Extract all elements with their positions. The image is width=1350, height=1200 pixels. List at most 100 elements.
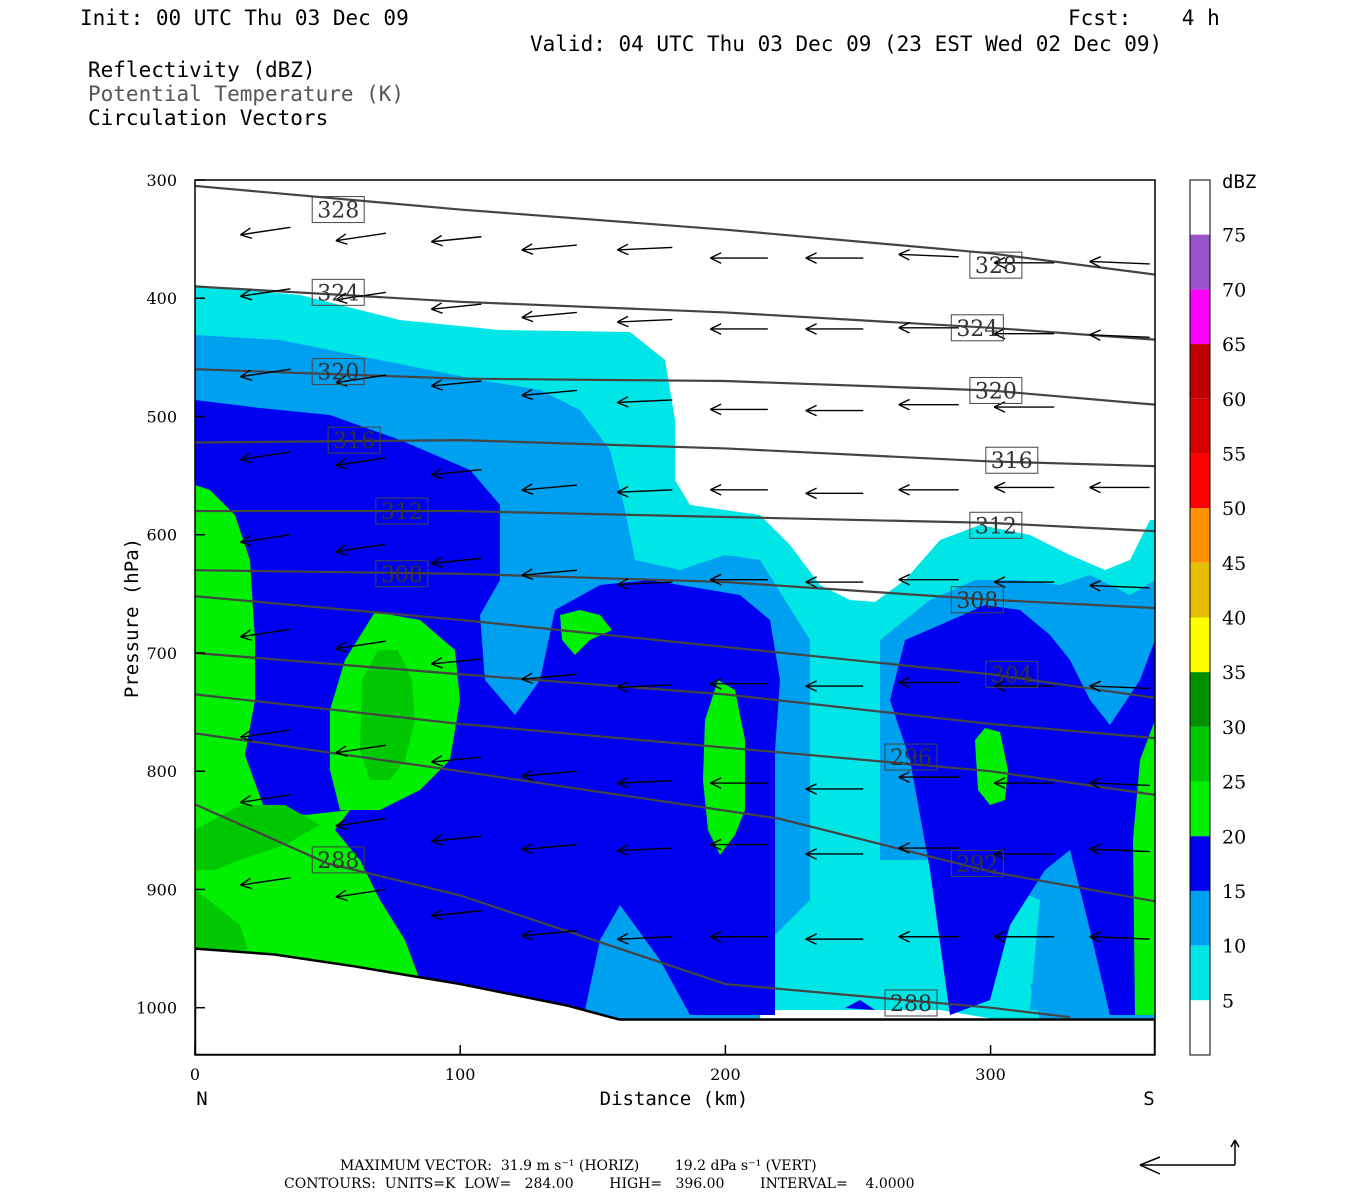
colorbar-label: 5: [1222, 990, 1234, 1012]
theta-contour-296: [195, 693, 1155, 796]
colorbar-label: 60: [1222, 389, 1246, 411]
theta-contour-labels: 328 328 324 324 320 320 316 316 312 312 308 308 304 2…: [311, 196, 1039, 1017]
circulation-vector: [1089, 580, 1150, 592]
svg-text:328: 328: [317, 199, 359, 224]
circulation-vector: [805, 848, 864, 860]
circulation-vector: [898, 483, 959, 496]
circulation-vector: [335, 232, 387, 245]
forecast-hour: Fcst: 4 h: [1068, 6, 1220, 30]
theta-contour-label-288: 288: [884, 989, 938, 1017]
circulation-vector: [993, 256, 1055, 269]
y-tick-label: 500: [146, 407, 177, 426]
circulation-vector: [521, 842, 577, 855]
y-tick-label: 900: [146, 880, 177, 899]
circulation-vector: [993, 401, 1055, 413]
theta-contour-label-328: 328: [969, 251, 1023, 279]
theta-contour-304: [195, 595, 1155, 699]
colorbar-title: dBZ: [1222, 171, 1256, 193]
circulation-vector: [240, 368, 291, 381]
svg-text:304: 304: [991, 663, 1033, 688]
y-tick-label: 700: [146, 644, 177, 663]
y-tick-label: 800: [146, 762, 177, 781]
colorbar-label: 25: [1222, 772, 1246, 794]
circulation-vector: [1089, 256, 1150, 268]
colorbar-label: 40: [1222, 608, 1246, 630]
colorbar-label: 70: [1222, 279, 1246, 301]
terrain-surface: [195, 947, 1155, 1055]
theta-contour-label-296: 296: [884, 743, 938, 771]
circulation-vector: [431, 467, 482, 480]
circulation-vector: [521, 243, 577, 255]
colorbar-frame: [1189, 179, 1211, 1056]
circulation-vector: [898, 398, 959, 411]
circulation-vector: [617, 932, 673, 945]
init-time: Init: 00 UTC Thu 03 Dec 09: [80, 6, 409, 30]
colorbar-label: 45: [1222, 553, 1246, 575]
y-tick-label: 1000: [136, 999, 177, 1018]
circulation-vector: [431, 234, 482, 247]
circulation-vector: [1089, 329, 1150, 342]
circulation-vector: [898, 321, 959, 334]
max-vector-note: MAXIMUM VECTOR: 31.9 m s⁻¹ (HORIZ) 19.2 …: [340, 1158, 817, 1174]
y-tick-label: 300: [146, 171, 177, 190]
theta-contour-label-324: 324: [311, 278, 365, 306]
circulation-vector: [805, 933, 864, 945]
field-label-reflectivity: Reflectivity (dBZ): [88, 58, 316, 82]
circulation-vector: [710, 677, 768, 690]
x-end-label-left: N: [196, 1088, 207, 1110]
circulation-vector: [431, 556, 482, 569]
circulation-vector: [431, 379, 482, 391]
circulation-vector: [240, 729, 291, 742]
circulation-vector: [898, 842, 959, 854]
colorbar-swatch: [1190, 945, 1210, 1001]
circulation-vector: [431, 657, 482, 669]
circulation-vector: [710, 777, 768, 789]
circulation-vector: [240, 451, 291, 464]
x-end-label-right: S: [1143, 1088, 1154, 1110]
colorbar-swatch: [1190, 1000, 1210, 1055]
colorbar: 75 70 65 60 55 50 45 40 35 30 25 20 15 10 5: [1189, 179, 1246, 1056]
y-tick-label: 400: [146, 289, 177, 308]
circulation-vector: [617, 243, 673, 256]
svg-text:288: 288: [890, 992, 932, 1017]
circulation-vector: [993, 930, 1055, 943]
circulation-vector: [335, 457, 387, 470]
y-axis-label: Pressure (hPa): [121, 538, 143, 698]
circulation-vector: [1089, 481, 1150, 494]
circulation-vector: [521, 929, 577, 941]
theta-contour-label-320: 320: [311, 358, 365, 386]
theta-contour-label-312: 312: [969, 511, 1023, 539]
circulation-vector: [898, 248, 959, 261]
circulation-vector: [805, 404, 864, 417]
x-tick-label: 100: [445, 1065, 476, 1084]
circulation-vector: [617, 776, 673, 789]
colorbar-label: 55: [1222, 443, 1246, 465]
svg-text:308: 308: [381, 563, 423, 588]
valid-time: Valid: 04 UTC Thu 03 Dec 09 (23 EST Wed …: [530, 32, 1163, 56]
colorbar-swatch: [1190, 836, 1210, 891]
circulation-vector: [805, 487, 864, 500]
circulation-vector: [521, 388, 577, 401]
colorbar-swatch: [1190, 508, 1210, 563]
circulation-vector: [431, 908, 482, 921]
dbz-25-region: [195, 650, 415, 950]
colorbar-label: 10: [1222, 936, 1246, 958]
circulation-vector: [431, 834, 482, 847]
circulation-vector: [898, 930, 959, 943]
circulation-vector: [240, 628, 291, 642]
theta-contour-label-304: 304: [985, 660, 1039, 688]
theta-contour-308: [195, 569, 1155, 610]
circulation-vector: [521, 672, 577, 685]
colorbar-label: 35: [1222, 662, 1246, 684]
theta-contour-316: [195, 439, 1155, 468]
circulation-vector: [898, 676, 959, 689]
circulation-vector: [617, 844, 673, 856]
svg-text:320: 320: [317, 361, 359, 386]
circulation-vector: [335, 640, 387, 653]
circulation-vector: [335, 543, 387, 556]
theta-contour-label-308: 308: [950, 586, 1004, 614]
theta-contour-324: [195, 285, 1155, 341]
circulation-vector: [617, 485, 673, 498]
theta-contour-288: [195, 803, 1071, 1019]
circulation-vector: [240, 288, 291, 301]
